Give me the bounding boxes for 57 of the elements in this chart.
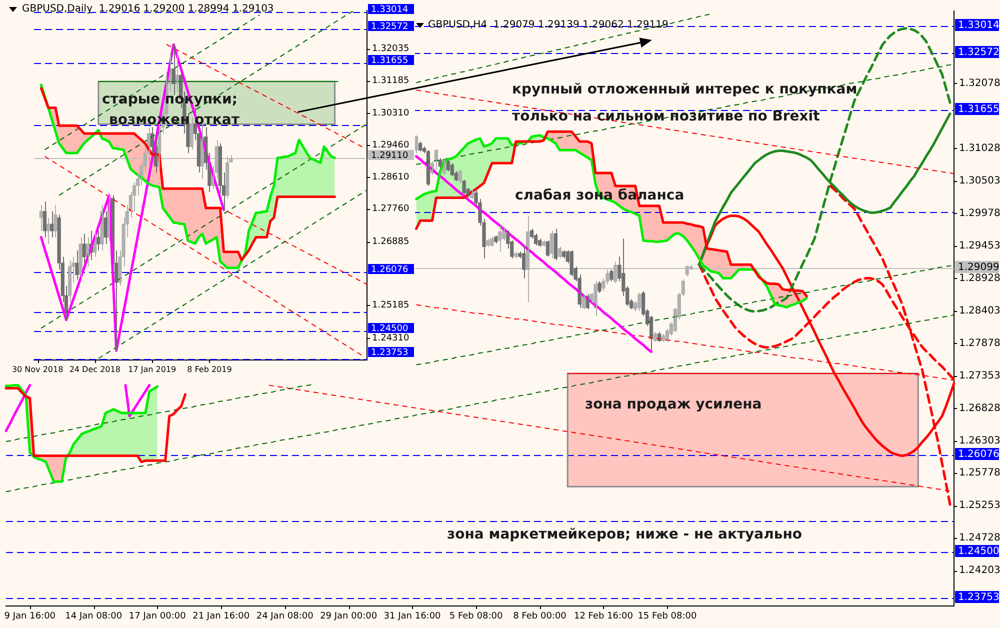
x-tick-label: 17 Jan 2019 xyxy=(128,364,176,374)
ref-line-label: 1.24500 xyxy=(371,324,408,334)
ref-line-label: 1.33014 xyxy=(958,20,1000,32)
ref-line-label: 1.23753 xyxy=(371,348,408,358)
y-tick-label: 1.32035 xyxy=(372,44,410,54)
y-tick-label: 1.25253 xyxy=(959,500,1000,512)
y-tick-label: 1.27878 xyxy=(959,338,1000,349)
ref-line-label: 1.31655 xyxy=(958,104,1000,116)
x-tick-label: 15 Feb 08:00 xyxy=(638,612,698,622)
y-tick-label: 1.24310 xyxy=(372,333,410,344)
ref-line-label: 1.31655 xyxy=(371,56,408,66)
y-tick-label: 1.27353 xyxy=(959,370,1000,382)
annotation: зона маркетмейкеров; ниже - не актуально xyxy=(447,526,802,543)
x-tick-label: 31 Jan 16:00 xyxy=(384,612,442,622)
ref-line-label: 1.26076 xyxy=(958,449,1000,460)
y-tick-label: 1.30503 xyxy=(959,175,1000,186)
x-tick-label: 17 Jan 00:00 xyxy=(128,612,186,622)
x-tick-label: 9 Jan 16:00 xyxy=(4,612,56,622)
y-tick-label: 1.32078 xyxy=(959,78,1000,90)
y-tick-label: 1.29460 xyxy=(372,140,410,150)
x-tick-label: 30 Nov 2018 xyxy=(12,364,64,374)
x-tick-label: 24 Jan 08:00 xyxy=(256,612,314,622)
ref-line-label: 1.29110 xyxy=(371,150,408,161)
ref-line-label: 1.33014 xyxy=(371,4,408,15)
ref-line-label: 1.24500 xyxy=(958,546,1000,558)
y-tick-label: 1.28928 xyxy=(959,272,1000,284)
x-tick-label: 14 Jan 08:00 xyxy=(65,612,122,622)
y-tick-label: 1.28403 xyxy=(959,305,1000,316)
x-tick-label: 8 Feb 2019 xyxy=(187,364,232,374)
y-tick-label: 1.29978 xyxy=(959,208,1000,219)
y-tick-label: 1.24203 xyxy=(959,565,1000,576)
x-tick-label: 5 Feb 08:00 xyxy=(449,612,503,622)
y-tick-label: 1.24728 xyxy=(959,532,1000,544)
y-tick-label: 1.25778 xyxy=(959,468,1000,479)
annotation: только на сильном позитиве по Brexit xyxy=(512,108,820,125)
chart-title: GBPUSD,Daily 1.29016 1.29200 1.28994 1.29103 xyxy=(22,4,274,15)
x-tick-label: 24 Dec 2018 xyxy=(69,364,120,374)
x-tick-label: 12 Feb 16:00 xyxy=(574,612,634,622)
annotation: зона продаж усилена xyxy=(585,396,762,413)
x-tick-label: 29 Jan 00:00 xyxy=(320,612,378,622)
y-tick-label: 1.26828 xyxy=(959,402,1000,414)
y-tick-label: 1.27760 xyxy=(372,204,410,214)
ref-line-label: 1.32572 xyxy=(371,22,408,32)
y-tick-label: 1.30310 xyxy=(372,108,410,119)
y-tick-label: 1.31028 xyxy=(959,143,1000,154)
ref-line-label: 1.23753 xyxy=(958,592,1000,604)
y-tick-label: 1.25185 xyxy=(372,300,410,311)
x-tick-label: 8 Feb 00:00 xyxy=(513,612,567,622)
y-tick-label: 1.26303 xyxy=(959,435,1000,446)
ref-line-label: 1.32572 xyxy=(958,47,1000,58)
y-tick-label: 1.28610 xyxy=(372,172,410,182)
ref-line-label: 1.26076 xyxy=(371,264,408,275)
x-tick-label: 21 Jan 16:00 xyxy=(192,612,250,622)
ref-line-label: 1.29099 xyxy=(958,262,1000,274)
y-tick-label: 1.26885 xyxy=(372,236,410,247)
y-tick-label: 1.31185 xyxy=(372,76,410,86)
y-tick-label: 1.29453 xyxy=(959,240,1000,252)
